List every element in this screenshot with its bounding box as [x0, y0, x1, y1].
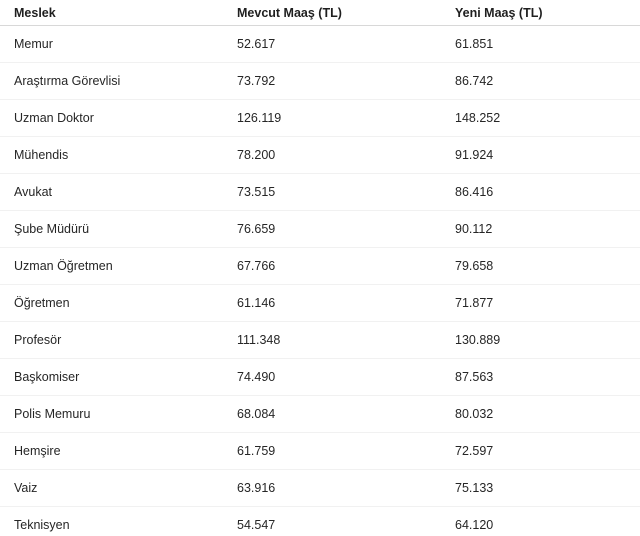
table-row: Teknisyen 54.547 64.120	[0, 507, 640, 536]
new-salary-cell: 80.032	[441, 395, 640, 433]
new-salary-cell: 61.851	[441, 25, 640, 63]
profession-cell: Uzman Doktor	[0, 99, 223, 137]
new-salary-cell: 72.597	[441, 432, 640, 470]
profession-cell: Araştırma Görevlisi	[0, 62, 223, 100]
table-row: Avukat 73.515 86.416	[0, 173, 640, 211]
table-row: Profesör 111.348 130.889	[0, 321, 640, 359]
header-profession: Meslek	[0, 0, 223, 26]
profession-cell: Profesör	[0, 321, 223, 359]
table-row: Vaiz 63.916 75.133	[0, 469, 640, 507]
new-salary-cell: 86.742	[441, 62, 640, 100]
table-row: Uzman Doktor 126.119 148.252	[0, 99, 640, 137]
new-salary-cell: 91.924	[441, 136, 640, 174]
profession-cell: Polis Memuru	[0, 395, 223, 433]
new-salary-cell: 90.112	[441, 210, 640, 248]
current-salary-cell: 61.759	[223, 432, 441, 470]
profession-cell: Avukat	[0, 173, 223, 211]
profession-cell: Hemşire	[0, 432, 223, 470]
profession-cell: Memur	[0, 25, 223, 63]
profession-cell: Öğretmen	[0, 284, 223, 322]
table-row: Mühendis 78.200 91.924	[0, 136, 640, 174]
table-body: Memur 52.617 61.851 Araştırma Görevlisi …	[0, 25, 640, 536]
table-row: Memur 52.617 61.851	[0, 25, 640, 63]
current-salary-cell: 111.348	[223, 321, 441, 359]
current-salary-cell: 73.792	[223, 62, 441, 100]
table-row: Öğretmen 61.146 71.877	[0, 284, 640, 322]
profession-cell: Vaiz	[0, 469, 223, 507]
current-salary-cell: 63.916	[223, 469, 441, 507]
table-row: Başkomiser 74.490 87.563	[0, 358, 640, 396]
new-salary-cell: 148.252	[441, 99, 640, 137]
profession-cell: Şube Müdürü	[0, 210, 223, 248]
profession-cell: Uzman Öğretmen	[0, 247, 223, 285]
current-salary-cell: 126.119	[223, 99, 441, 137]
new-salary-cell: 75.133	[441, 469, 640, 507]
new-salary-cell: 130.889	[441, 321, 640, 359]
current-salary-cell: 54.547	[237, 518, 276, 532]
profession-cell: Başkomiser	[0, 358, 223, 396]
new-salary-cell: 86.416	[441, 173, 640, 211]
current-salary-cell: 78.200	[223, 136, 441, 174]
new-salary-cell: 64.120	[455, 518, 494, 532]
profession-cell: Teknisyen	[14, 518, 70, 532]
profession-cell: Mühendis	[0, 136, 223, 174]
current-salary-cell: 67.766	[223, 247, 441, 285]
current-salary-cell: 76.659	[223, 210, 441, 248]
table-row: Hemşire 61.759 72.597	[0, 432, 640, 470]
header-row: Meslek Mevcut Maaş (TL) Yeni Maaş (TL)	[0, 0, 640, 26]
new-salary-cell: 79.658	[441, 247, 640, 285]
current-salary-cell: 73.515	[223, 173, 441, 211]
new-salary-cell: 71.877	[441, 284, 640, 322]
table-row: Uzman Öğretmen 67.766 79.658	[0, 247, 640, 285]
current-salary-cell: 61.146	[223, 284, 441, 322]
current-salary-cell: 52.617	[223, 25, 441, 63]
header-current-salary: Mevcut Maaş (TL)	[223, 0, 441, 26]
table-row: Polis Memuru 68.084 80.032	[0, 395, 640, 433]
header-new-salary: Yeni Maaş (TL)	[441, 0, 640, 26]
current-salary-cell: 74.490	[223, 358, 441, 396]
new-salary-cell: 87.563	[441, 358, 640, 396]
table-row: Şube Müdürü 76.659 90.112	[0, 210, 640, 248]
table-header: Meslek Mevcut Maaş (TL) Yeni Maaş (TL)	[0, 0, 640, 26]
current-salary-cell: 68.084	[223, 395, 441, 433]
table-row: Araştırma Görevlisi 73.792 86.742	[0, 62, 640, 100]
